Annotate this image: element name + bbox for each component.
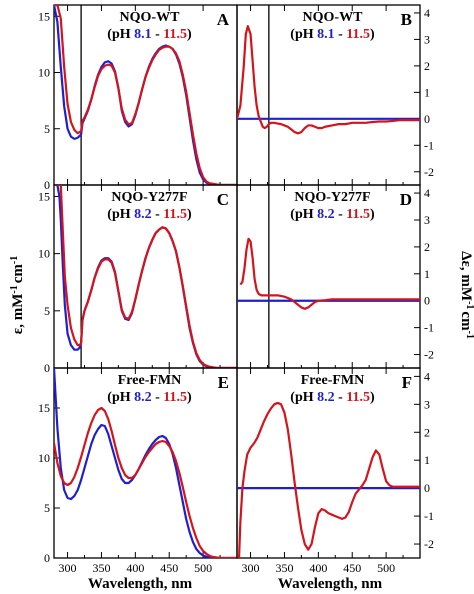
panel-ph-range: (pH 8.2 - 11.5) bbox=[107, 207, 192, 222]
panel-ph-range: (pH 8.2 - 11.5) bbox=[290, 390, 375, 405]
panel-title: Free-FMN bbox=[301, 373, 364, 388]
panel-E: 300 350 400 450 500 0 5 10 15 Free-FMN (pH 8.2 - 1… bbox=[38, 367, 238, 575]
series-line-red bbox=[237, 401, 420, 558]
panel-letter: C bbox=[217, 190, 229, 209]
y-tick-label: 3 bbox=[424, 397, 430, 411]
panel-letter: B bbox=[401, 10, 412, 29]
series-line-red bbox=[54, 5, 237, 185]
y-tick-label: 1 bbox=[424, 267, 430, 281]
y-tick-label: 4 bbox=[424, 186, 430, 200]
y-tick-label: 2 bbox=[424, 240, 430, 254]
y-tick-label: -2 bbox=[424, 348, 434, 362]
y-tick-label: 4 bbox=[424, 6, 430, 20]
panel-ph-range: (pH 8.1 - 11.5) bbox=[107, 27, 192, 42]
y-tick-label: 5 bbox=[44, 304, 50, 318]
x-axis-label-left: Wavelength, nm bbox=[88, 576, 193, 592]
y-tick-label: 10 bbox=[38, 451, 50, 465]
series-line-red bbox=[239, 237, 420, 310]
y-tick-label: 0 bbox=[44, 551, 50, 565]
y-tick-label: 1 bbox=[424, 453, 430, 467]
panel-letter: F bbox=[402, 373, 412, 392]
y-tick-label: -1 bbox=[424, 138, 434, 152]
y-tick-label: 2 bbox=[424, 425, 430, 439]
y-tick-label: 10 bbox=[38, 247, 50, 261]
y-tick-label: 0 bbox=[44, 178, 50, 192]
left-y-axis-label: ε, mM-1cm-1 bbox=[9, 256, 26, 334]
y-tick-label: 4 bbox=[424, 369, 430, 383]
panel-ph-range: (pH 8.1 - 11.5) bbox=[290, 27, 375, 42]
x-tick-label: 400 bbox=[126, 561, 144, 575]
y-tick-label: 10 bbox=[38, 66, 50, 80]
x-tick-label: 400 bbox=[309, 561, 327, 575]
series-line-red bbox=[54, 406, 237, 558]
y-tick-label: -2 bbox=[424, 165, 434, 179]
panel-letter: A bbox=[217, 10, 230, 29]
y-tick-label: 3 bbox=[424, 213, 430, 227]
y-tick-label: 15 bbox=[38, 189, 50, 203]
series-line-red bbox=[237, 25, 420, 135]
panel-D: -2 -1 0 1 2 3 4 NQO-Y277F (pH 8.2 - 11.5) D bbox=[236, 184, 434, 369]
right-y-axis-label: Δε, mM-1cm-1 bbox=[458, 251, 474, 339]
panel-title: NQO-Y277F bbox=[111, 190, 187, 205]
y-tick-label: -2 bbox=[424, 537, 434, 551]
x-tick-label: 350 bbox=[275, 561, 293, 575]
y-tick-label: 15 bbox=[38, 401, 50, 415]
panel-A: 0 5 10 15 NQO-WT (pH 8.1 - 11.5) A bbox=[38, 4, 238, 192]
panel-ph-range: (pH 8.2 - 11.5) bbox=[107, 390, 192, 405]
panel-title: Free-FMN bbox=[118, 373, 181, 388]
y-tick-label: 5 bbox=[44, 501, 50, 515]
x-axis-label-right: Wavelength, nm bbox=[278, 576, 383, 592]
panel-title: NQO-WT bbox=[120, 10, 181, 25]
x-tick-label: 350 bbox=[92, 561, 110, 575]
x-tick-label: 300 bbox=[59, 561, 77, 575]
panel-B: -2 -1 0 1 2 3 4 NQO-WT (pH 8.1 - 11.5) B bbox=[236, 4, 434, 186]
panel-C: 0 5 10 15 NQO-Y277F (pH 8.2 - 11.5) C bbox=[38, 184, 238, 375]
x-tick-label: 450 bbox=[160, 561, 178, 575]
panel-title: NQO-Y277F bbox=[294, 190, 370, 205]
panel-ph-range: (pH 8.2 - 11.5) bbox=[290, 207, 375, 222]
y-tick-label: 15 bbox=[38, 9, 50, 23]
y-tick-label: 2 bbox=[424, 59, 430, 73]
y-tick-label: -1 bbox=[424, 321, 434, 335]
panel-letter: D bbox=[400, 190, 412, 209]
x-tick-label: 500 bbox=[377, 561, 395, 575]
y-tick-label: 0 bbox=[44, 361, 50, 375]
panel-letter: E bbox=[218, 373, 229, 392]
y-tick-label: 0 bbox=[424, 294, 430, 308]
y-tick-label: 1 bbox=[424, 85, 430, 99]
y-tick-label: 5 bbox=[44, 122, 50, 136]
panel-title: NQO-WT bbox=[303, 10, 364, 25]
panel-F: 300 350 400 450 500 -2 -1 0 1 2 3 4 Free-FMN (pH 8.2 … bbox=[236, 367, 434, 575]
x-tick-label: 450 bbox=[343, 561, 361, 575]
x-tick-label: 300 bbox=[242, 561, 260, 575]
panel-frame bbox=[236, 367, 421, 559]
y-tick-label: 0 bbox=[424, 112, 430, 126]
y-tick-label: -1 bbox=[424, 509, 434, 523]
series-line-red bbox=[57, 185, 237, 368]
x-tick-label: 500 bbox=[194, 561, 212, 575]
y-tick-label: 0 bbox=[424, 481, 430, 495]
y-tick-label: 3 bbox=[424, 32, 430, 46]
